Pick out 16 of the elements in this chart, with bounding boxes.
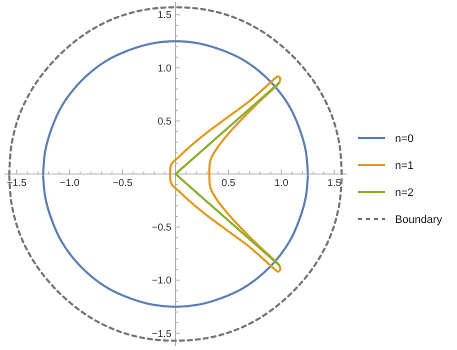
x-tick-label: 1.0 bbox=[274, 178, 289, 189]
legend-label: Boundary bbox=[395, 214, 443, 226]
y-tick-label: −0.5 bbox=[152, 222, 172, 234]
legend-label: n=2 bbox=[395, 186, 414, 199]
x-tick-label: 0.5 bbox=[221, 178, 236, 189]
x-tick-label: −0.5 bbox=[112, 178, 133, 189]
y-tick-label: −1.5 bbox=[152, 328, 172, 340]
legend-label: n=1 bbox=[395, 160, 414, 172]
x-tick-label: 1.5 bbox=[327, 178, 342, 189]
y-tick-label: 1.5 bbox=[158, 10, 172, 22]
x-tick-label: −1.0 bbox=[60, 178, 80, 189]
y-tick-label: −1.0 bbox=[152, 276, 172, 287]
y-tick-label: 0.5 bbox=[158, 116, 172, 128]
legend-label: n=0 bbox=[395, 132, 414, 145]
x-tick-label: −1.5 bbox=[6, 178, 28, 189]
y-tick-label: 1.0 bbox=[158, 63, 172, 74]
